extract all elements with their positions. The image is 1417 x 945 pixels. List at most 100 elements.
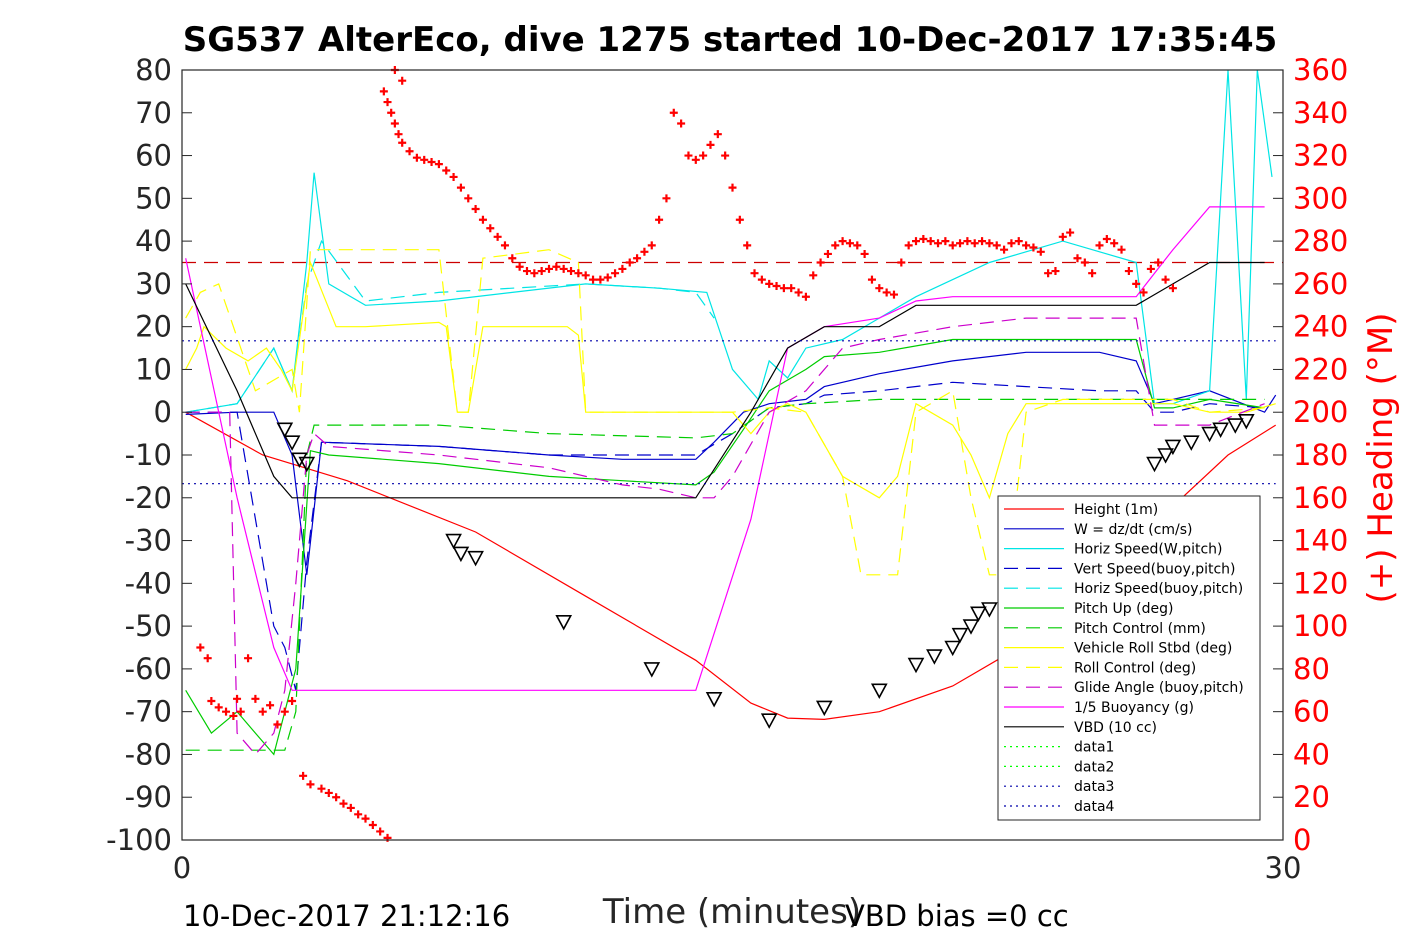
heading-point-84 xyxy=(765,279,774,288)
depth-marker-29 xyxy=(1226,418,1244,434)
heading-point-25 xyxy=(376,827,385,836)
heading-point-96 xyxy=(853,241,862,250)
depth-marker-2 xyxy=(291,452,308,468)
y-tick-label-right: 100 xyxy=(1293,609,1348,643)
depth-marker-10 xyxy=(760,713,778,729)
heading-point-105 xyxy=(919,234,928,243)
heading-point-133 xyxy=(1124,267,1133,276)
footer-timestamp: 10-Dec-2017 21:12:16 xyxy=(183,899,510,933)
legend-label-8: Roll Control (deg) xyxy=(1074,660,1196,676)
x-axis-label: Time (minutes) xyxy=(602,892,861,932)
heading-point-23 xyxy=(361,814,370,823)
heading-point-100 xyxy=(882,288,891,297)
heading-point-60 xyxy=(589,275,598,284)
heading-point-3 xyxy=(214,703,223,712)
heading-point-47 xyxy=(493,232,502,241)
heading-point-14 xyxy=(288,696,297,705)
heading-point-4 xyxy=(222,707,231,716)
legend-label-2: Horiz Speed(W,pitch) xyxy=(1074,542,1222,558)
heading-point-57 xyxy=(567,267,576,276)
series-line-5 xyxy=(185,338,1265,756)
y-axis-left: 80 70 60 50 40 30 20 10 0 -10 -20 -30 -40 -50 -60 -70 -8… xyxy=(106,53,192,857)
heading-point-136 xyxy=(1146,264,1155,273)
heading-point-43 xyxy=(464,194,473,203)
y-tick-label-right: 80 xyxy=(1293,652,1330,686)
heading-point-120 xyxy=(1029,243,1038,252)
depth-marker-19 xyxy=(981,602,998,618)
heading-point-46 xyxy=(486,224,495,233)
heading-point-32 xyxy=(390,119,399,128)
y-tick-label-left: 70 xyxy=(135,96,172,130)
heading-point-31 xyxy=(387,108,396,117)
y-tick-label-right: 200 xyxy=(1293,395,1348,429)
heading-point-132 xyxy=(1117,245,1126,254)
heading-point-49 xyxy=(508,254,517,263)
y-tick-label-left: -60 xyxy=(125,652,172,686)
heading-point-1 xyxy=(203,654,212,663)
heading-point-116 xyxy=(1000,245,1009,254)
y-tick-label-left: -50 xyxy=(125,609,172,643)
depth-marker-14 xyxy=(926,649,943,665)
y-tick-label-left: -90 xyxy=(125,780,172,814)
heading-point-103 xyxy=(904,241,913,250)
y-tick-label-left: -40 xyxy=(125,566,172,600)
heading-point-93 xyxy=(831,241,840,250)
heading-point-0 xyxy=(196,643,205,652)
heading-point-113 xyxy=(978,237,987,246)
heading-point-128 xyxy=(1088,269,1097,278)
depth-marker-17 xyxy=(962,619,980,635)
heading-point-48 xyxy=(500,241,509,250)
heading-point-58 xyxy=(574,269,583,278)
series-line-7 xyxy=(185,260,1276,500)
heading-point-79 xyxy=(728,183,737,192)
heading-point-81 xyxy=(743,241,752,250)
heading-point-104 xyxy=(912,237,920,246)
heading-point-33 xyxy=(394,130,403,139)
footer-vbd-bias: VBD bias =0 cc xyxy=(845,899,1069,933)
heading-point-56 xyxy=(559,264,568,273)
depth-marker-11 xyxy=(815,700,833,717)
depth-marker-23 xyxy=(1146,456,1163,473)
y-tick-label-left: 0 xyxy=(154,395,172,429)
y-tick-label-left: 20 xyxy=(135,310,172,344)
depth-marker-24 xyxy=(1157,448,1174,464)
heading-point-115 xyxy=(992,241,1001,250)
legend-label-4: Horiz Speed(buoy,pitch) xyxy=(1074,581,1243,597)
heading-point-18 xyxy=(324,788,333,797)
series-line-4 xyxy=(185,239,715,413)
heading-point-121 xyxy=(1036,247,1045,256)
heading-point-101 xyxy=(889,290,898,299)
depth-marker-18 xyxy=(970,606,987,622)
y-tick-label-right: 0 xyxy=(1293,823,1311,857)
heading-point-2 xyxy=(207,696,216,705)
heading-point-98 xyxy=(867,275,876,284)
heading-point-13 xyxy=(280,707,289,716)
heading-point-20 xyxy=(339,799,348,808)
heading-point-99 xyxy=(875,284,884,293)
series-line-8 xyxy=(185,249,1265,576)
y-tick-label-left: -70 xyxy=(125,695,172,729)
y-tick-label-left: 50 xyxy=(135,181,172,215)
y-tick-label-left: 60 xyxy=(135,139,172,173)
heading-point-39 xyxy=(434,160,443,169)
heading-point-127 xyxy=(1080,258,1089,267)
y-tick-label-left: -30 xyxy=(125,524,172,558)
heading-point-71 xyxy=(669,108,678,117)
heading-point-61 xyxy=(596,275,605,284)
heading-point-10 xyxy=(258,707,267,716)
legend-label-15: data4 xyxy=(1074,799,1115,815)
heading-point-35 xyxy=(405,147,414,156)
legend-label-12: data1 xyxy=(1074,740,1114,756)
heading-point-75 xyxy=(699,151,708,160)
heading-point-53 xyxy=(537,267,546,276)
depth-marker-6 xyxy=(467,550,484,567)
depth-marker-1 xyxy=(283,435,301,451)
heading-point-19 xyxy=(332,793,341,802)
heading-point-122 xyxy=(1044,269,1053,278)
heading-point-130 xyxy=(1102,234,1111,243)
heading-point-106 xyxy=(926,237,935,246)
y-tick-label-right: 340 xyxy=(1293,96,1348,130)
y-tick-label-right: 60 xyxy=(1293,695,1330,729)
y-tick-label-left: 10 xyxy=(135,352,172,386)
legend: Height (1m) W = dz/dt (cm/s) Horiz Speed(W… xyxy=(997,495,1261,821)
